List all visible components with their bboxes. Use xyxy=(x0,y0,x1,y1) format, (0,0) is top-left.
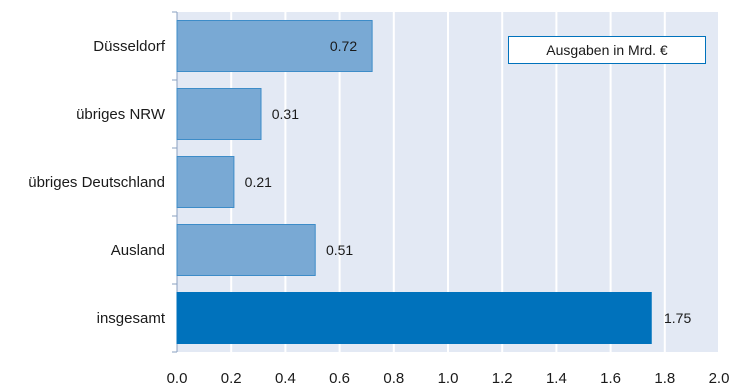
category-label: übriges NRW xyxy=(76,106,166,123)
x-tick-label: 0.2 xyxy=(221,370,242,387)
x-tick-label: 0.0 xyxy=(167,370,188,387)
x-tick-label: 1.6 xyxy=(600,370,621,387)
value-label: 0.21 xyxy=(245,174,272,190)
x-tick-label: 0.6 xyxy=(329,370,350,387)
x-tick-label: 2.0 xyxy=(709,370,730,387)
x-tick-label: 1.4 xyxy=(546,370,567,387)
value-label: 0.31 xyxy=(272,106,299,122)
category-label: Ausland xyxy=(111,242,165,259)
bar xyxy=(176,156,235,208)
x-tick-labels: 0.0 0.2 0.4 0.6 0.8 1.0 1.2 1.4 1.6 1.8 2.0 xyxy=(167,370,730,387)
category-label: insgesamt xyxy=(97,310,166,327)
bars xyxy=(176,20,652,344)
value-label: 0.72 xyxy=(330,38,357,54)
value-label: 0.51 xyxy=(326,242,353,258)
value-label: 1.75 xyxy=(664,310,691,326)
category-label: Düsseldorf xyxy=(93,38,166,55)
bar xyxy=(176,224,316,276)
x-tick-label: 1.8 xyxy=(654,370,675,387)
x-tick-label: 0.8 xyxy=(383,370,404,387)
bar xyxy=(176,20,373,72)
x-tick-label: 1.0 xyxy=(438,370,459,387)
x-tick-label: 1.2 xyxy=(492,370,513,387)
category-labels: Düsseldorf übriges NRW übriges Deutschland… xyxy=(28,38,166,327)
bar xyxy=(176,292,652,344)
legend: Ausgaben in Mrd. € xyxy=(508,36,706,64)
category-label: übriges Deutschland xyxy=(28,174,165,191)
legend-label: Ausgaben in Mrd. € xyxy=(546,42,668,58)
bar xyxy=(176,88,262,140)
x-tick-label: 0.4 xyxy=(275,370,296,387)
value-labels: 0.72 0.31 0.21 0.51 1.75 xyxy=(245,38,692,326)
